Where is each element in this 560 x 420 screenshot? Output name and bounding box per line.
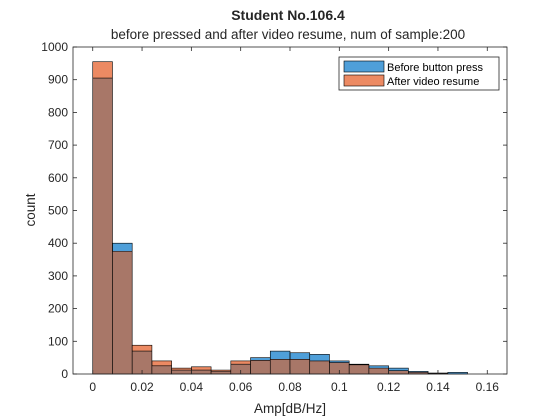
bar-overlap xyxy=(211,371,231,374)
y-tick-label: 500 xyxy=(48,204,68,218)
bar-overlap xyxy=(151,365,172,374)
bar-overlap xyxy=(388,370,409,374)
x-tick-label: 0 xyxy=(89,380,96,394)
chart-subtitle: before pressed and after video resume, n… xyxy=(111,27,465,42)
x-tick-label: 0.16 xyxy=(476,380,500,394)
x-axis-label: Amp[dB/Hz] xyxy=(254,401,326,416)
bar-overlap xyxy=(250,360,271,374)
axes-background xyxy=(73,47,507,374)
bar-overlap xyxy=(112,251,133,374)
bar-overlap xyxy=(92,78,113,374)
y-tick-label: 0 xyxy=(61,367,68,381)
legend-label-before-button-press: Before button press xyxy=(387,62,484,74)
x-tick-label: 0.08 xyxy=(278,380,302,394)
bar-overlap xyxy=(408,372,429,374)
bar-overlap xyxy=(230,364,251,374)
y-tick-label: 100 xyxy=(48,334,68,348)
y-tick-label: 700 xyxy=(48,138,68,152)
y-axis-label: count xyxy=(23,193,38,226)
bar-overlap xyxy=(368,368,389,374)
legend-swatch-before-button-press xyxy=(343,60,385,73)
y-tick-label: 400 xyxy=(48,236,68,250)
y-tick-label: 300 xyxy=(48,269,68,283)
bar-overlap xyxy=(191,370,212,374)
bar-overlap xyxy=(290,359,310,374)
legend-label-after-video-resume: After video resume xyxy=(387,76,479,88)
x-tick-label: 0.06 xyxy=(229,380,253,394)
y-tick-label: 200 xyxy=(48,302,68,316)
legend-swatch-after-video-resume xyxy=(343,74,385,87)
x-axis-ticks: 0 0.02 0.04 0.06 0.08 0.1 0.12 0.14 0.16 xyxy=(89,47,499,394)
x-tick-label: 0.14 xyxy=(426,380,450,394)
x-tick-label: 0.04 xyxy=(180,380,204,394)
bar-overlap xyxy=(309,360,330,374)
bar-overlap xyxy=(349,364,369,374)
y-tick-label: 900 xyxy=(48,73,68,87)
bar-before-button-press xyxy=(447,372,468,374)
y-tick-label: 1000 xyxy=(41,40,68,54)
series-overlap xyxy=(92,61,468,375)
bar-overlap xyxy=(329,362,350,374)
y-tick-label: 800 xyxy=(48,105,68,119)
x-tick-label: 0.1 xyxy=(331,380,348,394)
plot-area: 0 0.02 0.04 0.06 0.08 0.1 0.12 0.14 0.16 0 100 200… xyxy=(41,40,508,394)
x-tick-label: 0.12 xyxy=(377,380,401,394)
bar-overlap xyxy=(132,351,152,374)
bar-overlap xyxy=(171,370,192,374)
y-axis-ticks: 0 100 200 300 400 500 600 700 800 900 1000 xyxy=(41,40,507,381)
legend: Before button press After video resume xyxy=(338,56,500,91)
bar-overlap xyxy=(270,359,290,374)
x-tick-label: 0.02 xyxy=(130,380,154,394)
chart-title: Student No.106.4 xyxy=(231,7,345,23)
y-tick-label: 600 xyxy=(48,171,68,185)
